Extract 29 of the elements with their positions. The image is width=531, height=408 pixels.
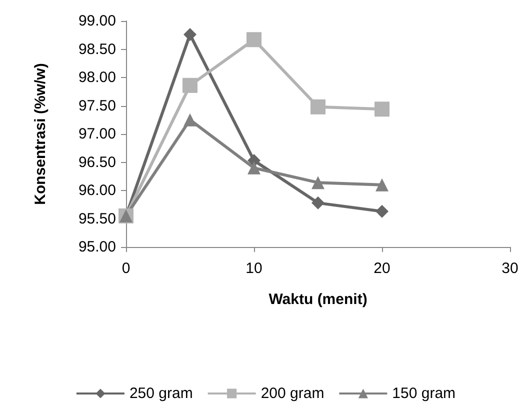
x-tick-label: 0 xyxy=(122,260,130,277)
point xyxy=(376,204,388,218)
point xyxy=(312,176,324,190)
legend-label: 250 gram xyxy=(129,385,193,402)
legend-label: 150 gram xyxy=(392,385,456,402)
y-tick-label: 96.50 xyxy=(78,154,116,171)
y-tick-label: 95.50 xyxy=(78,210,116,228)
y-tick-label: 97.50 xyxy=(78,97,116,114)
x-tick-label: 10 xyxy=(246,260,262,277)
point xyxy=(374,102,390,117)
point xyxy=(184,28,196,42)
x-tick-label: 20 xyxy=(374,260,390,277)
x-axis-title: Waktu (menit) xyxy=(268,291,368,308)
point xyxy=(246,32,262,48)
point xyxy=(248,161,260,174)
point xyxy=(182,78,198,93)
y-axis-title: Konsentrasi (%w/w) xyxy=(32,63,49,205)
y-tick-label: 95.00 xyxy=(78,238,116,256)
point xyxy=(184,113,196,126)
y-tick-label: 97.00 xyxy=(78,126,116,142)
y-tick-label: 98.50 xyxy=(78,40,116,58)
y-tick-label: 96.00 xyxy=(78,182,116,199)
point xyxy=(312,196,324,210)
x-tick-label: 30 xyxy=(502,260,518,277)
point xyxy=(310,99,326,114)
y-tick-label: 99.00 xyxy=(78,12,116,30)
y-tick-label: 98.00 xyxy=(78,69,116,86)
legend-label: 200 gram xyxy=(260,385,324,402)
point xyxy=(376,178,388,192)
